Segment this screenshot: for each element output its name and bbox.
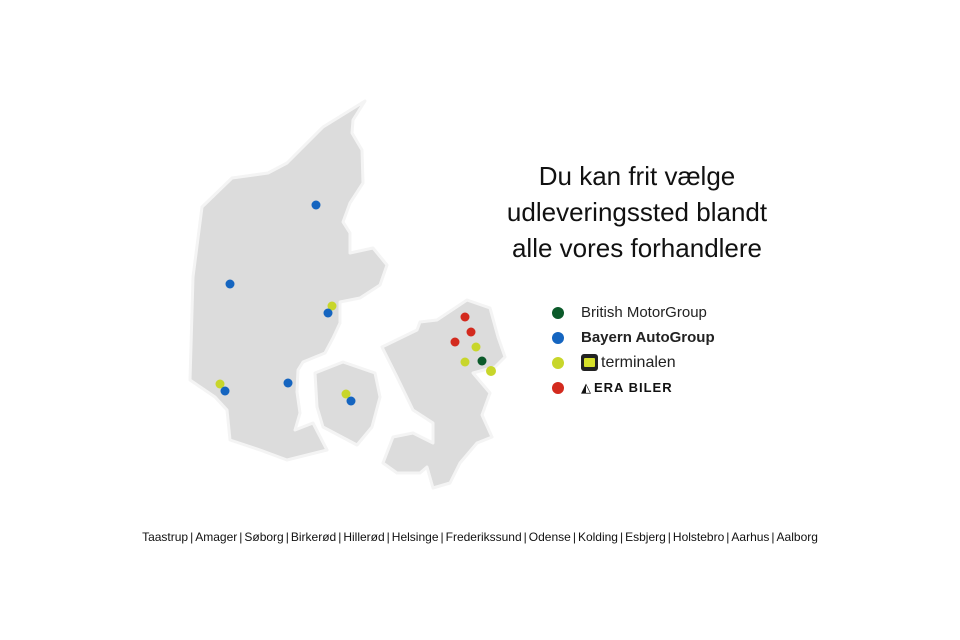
city-name: Kolding xyxy=(577,530,618,544)
separator: | xyxy=(726,530,730,544)
dealer-marker xyxy=(215,379,225,389)
legend-label: ERA BILER xyxy=(594,380,673,395)
separator: | xyxy=(619,530,624,544)
dealer-marker xyxy=(341,389,351,399)
separator: | xyxy=(239,530,243,544)
legend-label: terminalen xyxy=(601,353,676,371)
yellow-dot-icon xyxy=(552,356,564,369)
era-triangle-icon: ◭ xyxy=(581,379,591,395)
separator: | xyxy=(572,530,576,544)
dealer-marker xyxy=(466,327,476,337)
dealer-marker xyxy=(225,279,235,289)
dealer-marker xyxy=(220,386,230,396)
legend-item-bayern-autogroup: Bayern AutoGroup xyxy=(552,325,715,350)
city-name: Amager xyxy=(195,530,238,544)
separator: | xyxy=(771,530,775,544)
green-dot-icon xyxy=(552,306,564,319)
dealer-marker xyxy=(450,337,460,347)
dealer-marker xyxy=(486,366,496,376)
dealer-marker xyxy=(460,312,470,322)
separator: | xyxy=(190,530,194,544)
legend-item-terminalen: terminalen xyxy=(552,350,715,375)
headline-line: Du kan frit vælge xyxy=(538,161,736,191)
headline: Du kan frit vælge udleveringssted blandt… xyxy=(467,158,807,266)
blue-dot-icon xyxy=(552,331,564,344)
legend-label: Bayern AutoGroup xyxy=(581,329,715,346)
dealer-marker xyxy=(283,378,293,388)
city-name: Taastrup xyxy=(142,530,189,544)
city-name: Hillerød xyxy=(343,530,385,544)
region-sjaelland xyxy=(380,298,507,490)
region-jylland xyxy=(188,99,389,462)
legend-item-british-motorgroup: British MotorGroup xyxy=(552,300,715,325)
city-name: Søborg xyxy=(244,530,284,544)
city-name: Esbjerg xyxy=(625,530,666,544)
separator: | xyxy=(386,530,390,544)
dealer-marker xyxy=(323,308,333,318)
dealer-marker xyxy=(471,342,481,352)
city-list: Taastrup | Amager | Søborg | Birkerød | Hillerød… xyxy=(0,530,960,544)
dealer-marker xyxy=(477,356,487,366)
dealer-marker xyxy=(460,357,470,367)
separator: | xyxy=(285,530,289,544)
separator: | xyxy=(667,530,671,544)
separator: | xyxy=(440,530,444,544)
city-name: Helsinge xyxy=(391,530,439,544)
separator: | xyxy=(523,530,527,544)
legend-label: British MotorGroup xyxy=(581,304,707,321)
city-name: Odense xyxy=(528,530,571,544)
headline-line: udleveringssted blandt xyxy=(506,197,768,227)
red-dot-icon xyxy=(552,381,564,394)
city-name: Holstebro xyxy=(672,530,725,544)
headline-line: alle vores forhandlere xyxy=(511,233,763,263)
dealer-marker xyxy=(311,200,321,210)
city-name: Aalborg xyxy=(776,530,818,544)
city-name: Aarhus xyxy=(731,530,770,544)
city-name: Birkerød xyxy=(290,530,337,544)
separator: | xyxy=(338,530,342,544)
legend-item-era-biler: ◭ ERA BILER xyxy=(552,375,715,400)
city-name: Frederikssund xyxy=(445,530,522,544)
terminalen-logo-icon xyxy=(581,354,598,371)
dealer-marker xyxy=(327,301,337,311)
dealer-marker xyxy=(346,396,356,406)
legend: British MotorGroup Bayern AutoGroup term… xyxy=(552,300,715,400)
